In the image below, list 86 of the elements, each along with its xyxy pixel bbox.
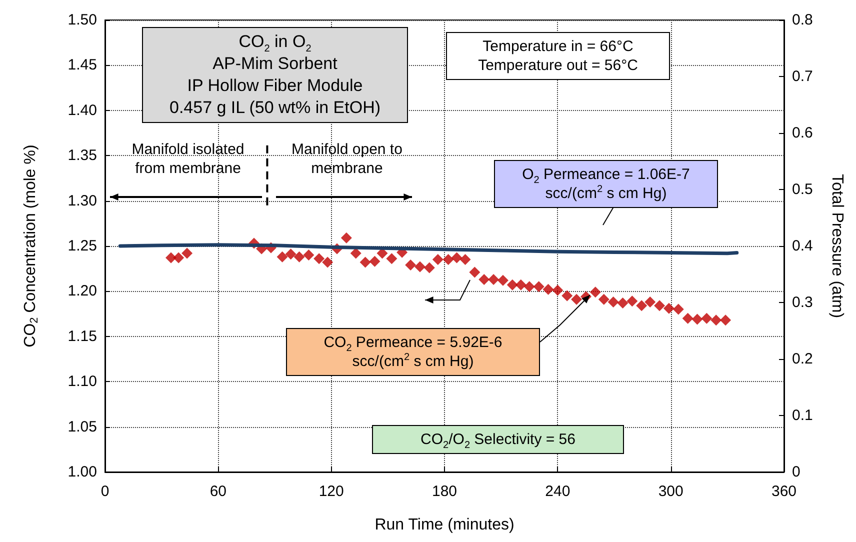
point xyxy=(294,251,305,262)
y-tick-label: 1.50 xyxy=(68,12,97,28)
point xyxy=(562,290,573,302)
point xyxy=(276,251,288,262)
point xyxy=(663,302,674,314)
x-tick-label: 360 xyxy=(771,483,797,500)
y-tick-label: 1.25 xyxy=(68,238,97,254)
point xyxy=(506,279,518,290)
x-tick-label: 120 xyxy=(318,483,344,500)
point xyxy=(166,252,177,264)
point xyxy=(414,261,426,272)
point xyxy=(303,250,314,261)
x-tick-label: 300 xyxy=(658,483,684,500)
point xyxy=(369,256,380,267)
x-axis-title: Run Time (minutes) xyxy=(374,516,514,534)
point xyxy=(497,274,508,286)
point xyxy=(542,284,554,295)
note-box: O$_{2}$ Permeance = 1.06E-7 scc/(cm$^{2}$ s cm Hg) xyxy=(494,160,718,208)
y2-tick-label: 0.4 xyxy=(792,238,813,254)
point xyxy=(405,259,416,270)
point xyxy=(386,253,398,264)
y-tick-label: 1.30 xyxy=(68,192,97,210)
point xyxy=(350,248,362,259)
y2-axis-title: Total Pressure (atm) xyxy=(828,174,846,318)
y2-tick-label: 0.2 xyxy=(792,350,813,368)
y2-tick-label: 0.7 xyxy=(792,68,813,85)
point xyxy=(322,256,334,268)
y-tick-label: 1.45 xyxy=(68,56,97,74)
y-tick-label: 1.05 xyxy=(68,418,97,436)
point xyxy=(590,286,601,298)
note-box: CO$_{2}$/O$_{2}$ Selectivity = 56 xyxy=(372,425,624,454)
point xyxy=(360,256,371,268)
point xyxy=(644,296,656,308)
point xyxy=(672,304,684,315)
point xyxy=(626,296,638,307)
y2-tick-label: 0.3 xyxy=(792,294,813,311)
point xyxy=(720,314,732,326)
point xyxy=(515,279,526,290)
y-tick-label: 1.35 xyxy=(68,147,97,164)
point xyxy=(552,284,564,296)
x-tick-label: 240 xyxy=(545,483,570,500)
point xyxy=(692,314,703,325)
point xyxy=(524,281,535,292)
point xyxy=(451,252,462,264)
note-box: CO$_{2}$ in O$_{2}$ AP-Mim Sorbent IP Hollow Fiber Module 0.457 g IL (50 wt% in EtOH) xyxy=(142,27,408,123)
y-tick-label: 1.20 xyxy=(68,282,97,300)
y2-tick-label: 0.6 xyxy=(792,124,813,142)
point xyxy=(432,254,444,266)
point xyxy=(460,254,471,266)
x-tick-label: 60 xyxy=(210,483,227,500)
point xyxy=(314,253,325,264)
y-tick-label: 1.15 xyxy=(68,328,97,345)
y-tick-label: 1.00 xyxy=(68,464,97,480)
point xyxy=(424,262,435,274)
point xyxy=(608,296,619,308)
point xyxy=(173,252,184,264)
point xyxy=(533,281,544,292)
point xyxy=(701,312,712,324)
y2-tick-label: 0.8 xyxy=(792,12,813,28)
point xyxy=(340,232,352,244)
point xyxy=(571,294,582,305)
line-series xyxy=(118,243,739,256)
y2-tick-label: 0 xyxy=(792,464,800,480)
annotation: Manifold open to membrane xyxy=(290,140,404,178)
point xyxy=(478,274,490,285)
x-tick-label: 0 xyxy=(100,483,110,500)
y-axis-title: CO2 Concentration (mole %) xyxy=(22,144,40,348)
y-tick-label: 1.40 xyxy=(68,102,97,119)
annotation: Manifold isolated from membrane xyxy=(130,140,246,178)
y2-tick-label: 0.1 xyxy=(792,407,813,424)
point xyxy=(285,248,296,260)
point xyxy=(654,300,666,312)
x-tick-label: 180 xyxy=(432,483,458,500)
point xyxy=(710,314,722,326)
note-box: CO$_{2}$ Permeance = 5.92E-6 scc/(cm$^{2}$ s cm Hg) xyxy=(286,328,540,376)
y2-tick-label: 0.5 xyxy=(792,181,813,198)
y-tick-label: 1.10 xyxy=(68,373,97,390)
point xyxy=(617,297,628,308)
point xyxy=(682,312,694,324)
note-box: Temperature in = 66°C Temperature out = 56°C xyxy=(446,32,670,80)
point xyxy=(442,254,454,266)
point xyxy=(469,266,480,278)
point xyxy=(636,300,648,312)
point xyxy=(488,274,500,285)
point xyxy=(182,248,193,259)
point xyxy=(598,294,610,305)
